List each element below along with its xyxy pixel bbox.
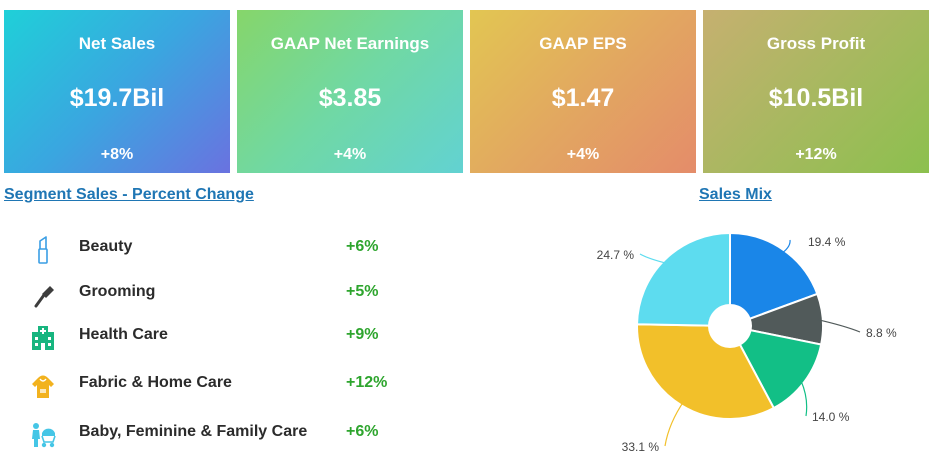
pie-data-label: 8.8 % — [866, 326, 897, 340]
pie-slice[interactable] — [635, 231, 731, 328]
donut-hole — [708, 304, 752, 348]
pie-data-label: 14.0 % — [812, 410, 850, 424]
kpi-title: Net Sales — [78, 34, 156, 53]
pie-leader-line — [639, 253, 670, 265]
sales-mix-title[interactable]: Sales Mix — [699, 186, 772, 203]
segment-change: +5% — [346, 283, 379, 300]
pie-leader-line — [779, 239, 791, 256]
kpi-change: +4% — [333, 146, 367, 163]
kpi-card-net-sales: Net Sales $19.7Bil +8% — [4, 10, 230, 173]
kpi-change: +4% — [566, 146, 600, 163]
pie-data-label: 19.4 % — [808, 235, 846, 249]
segment-row-fabric-home-care: Fabric & Home Care +12% — [30, 370, 430, 398]
segment-row-health-care: Health Care +9% — [30, 322, 430, 350]
segment-row-beauty: Beauty +6% — [30, 234, 430, 264]
segment-label: Health Care — [79, 326, 168, 343]
segment-label: Grooming — [79, 283, 156, 300]
segment-change: +12% — [346, 374, 388, 391]
kpi-change: +8% — [100, 146, 134, 163]
razor-icon — [30, 281, 56, 308]
kpi-title: GAAP EPS — [539, 34, 627, 53]
pie-leader-line — [664, 399, 686, 447]
pie-leader-line — [816, 318, 861, 333]
hospital-icon — [30, 324, 56, 350]
pie-data-label: 33.1 % — [622, 440, 660, 454]
segment-row-grooming: Grooming +5% — [30, 279, 430, 308]
segment-label: Beauty — [79, 238, 133, 255]
hoodie-icon — [30, 372, 56, 398]
kpi-card-gaap-eps: GAAP EPS $1.47 +4% — [470, 10, 696, 173]
kpi-title: GAAP Net Earnings — [270, 34, 430, 53]
kpi-value: $1.47 — [551, 84, 615, 112]
segment-change: +9% — [346, 326, 379, 343]
kpi-card-gross-profit: Gross Profit $10.5Bil +12% — [703, 10, 929, 173]
pie-slice[interactable] — [728, 324, 823, 410]
kpi-value: $19.7Bil — [69, 84, 165, 112]
sales-mix-pie-chart: 19.4 % 8.8 % 14.0 % 33.1 % 24.7 % — [597, 231, 897, 454]
segment-label: Fabric & Home Care — [79, 374, 232, 391]
kpi-value: $3.85 — [318, 84, 382, 112]
pie-slice[interactable] — [729, 231, 819, 328]
segment-row-baby-feminine-family-care: Baby, Feminine & Family Care +6% — [30, 419, 430, 448]
family-stroller-icon — [30, 421, 56, 448]
segment-label: Baby, Feminine & Family Care — [79, 423, 308, 440]
kpi-title: Gross Profit — [766, 34, 866, 53]
segment-change: +6% — [346, 238, 379, 255]
lipstick-icon — [30, 236, 56, 264]
kpi-card-gaap-net-earnings: GAAP Net Earnings $3.85 +4% — [237, 10, 463, 173]
segment-sales-title[interactable]: Segment Sales - Percent Change — [4, 186, 254, 203]
kpi-value: $10.5Bil — [768, 84, 864, 112]
pie-data-label: 24.7 % — [597, 248, 635, 262]
pie-leader-line — [799, 377, 808, 417]
kpi-change: +12% — [795, 146, 837, 163]
segment-change: +6% — [346, 423, 379, 440]
